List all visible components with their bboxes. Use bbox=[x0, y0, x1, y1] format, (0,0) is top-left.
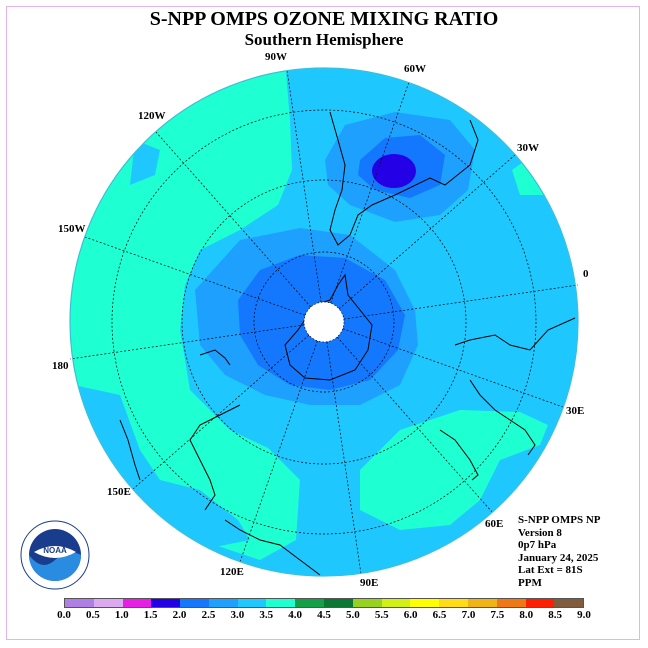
info-date: January 24, 2025 bbox=[518, 551, 599, 564]
colorbar-tick-label: 2.0 bbox=[172, 609, 187, 621]
colorbar-segment bbox=[410, 599, 440, 607]
lon-label: 0 bbox=[583, 268, 589, 280]
colorbar-segment bbox=[180, 599, 209, 607]
colorbar-segment bbox=[381, 599, 411, 607]
info-version: Version 8 bbox=[518, 526, 562, 539]
page-frame bbox=[6, 6, 640, 640]
noaa-logo-text: NOAA bbox=[43, 546, 67, 555]
colorbar-tick-label: 0.5 bbox=[86, 609, 100, 621]
lon-label: 60W bbox=[404, 63, 426, 75]
lon-label: 150E bbox=[107, 486, 131, 498]
coastlines bbox=[119, 111, 576, 576]
graticule bbox=[69, 69, 579, 575]
colorbar-segment bbox=[467, 599, 497, 607]
colorbar-segment bbox=[496, 599, 526, 607]
map-border bbox=[69, 67, 579, 577]
info-level: 0p7 hPa bbox=[518, 539, 557, 551]
colorbar-tick-label: 0.0 bbox=[57, 609, 71, 621]
colorbar-segment bbox=[151, 599, 181, 607]
colorbar-tick-label: 4.5 bbox=[317, 609, 331, 621]
colorbar-segment bbox=[122, 599, 152, 607]
colorbar-tick-label: 8.5 bbox=[548, 609, 562, 621]
colorbar-tick-label: 9.0 bbox=[577, 609, 591, 621]
colorbar-tick-label: 6.0 bbox=[403, 609, 418, 621]
colorbar-tick-label: 1.5 bbox=[143, 609, 158, 621]
colorbar-segment bbox=[93, 599, 123, 607]
colorbar-tick-label: 2.5 bbox=[201, 609, 216, 621]
colorbar-tick-label: 5.5 bbox=[374, 609, 389, 621]
colorbar-tick-label: 5.0 bbox=[346, 609, 360, 621]
colorbar-tick-label: 4.0 bbox=[288, 609, 302, 621]
colorbar-segment bbox=[266, 599, 296, 607]
lon-label: 180 bbox=[52, 360, 69, 372]
info-lat-ext: Lat Ext = 81S bbox=[518, 564, 583, 576]
map-title: S-NPP OMPS OZONE MIXING RATIO bbox=[149, 8, 499, 30]
colorbar-tick-label: 6.5 bbox=[432, 609, 447, 621]
colorbar bbox=[64, 598, 584, 608]
lon-label: 120E bbox=[220, 566, 244, 578]
info-block: S-NPP OMPS NP Version 8 0p7 hPa January … bbox=[518, 514, 601, 589]
colorbar-segment bbox=[525, 599, 555, 607]
lon-label: 30E bbox=[566, 405, 585, 417]
info-instrument: S-NPP OMPS NP bbox=[518, 514, 601, 526]
colorbar-tick-label: 7.0 bbox=[461, 609, 476, 621]
colorbar-segment bbox=[237, 599, 267, 607]
lon-label: 30W bbox=[517, 142, 539, 154]
colorbar-tick-label: 7.5 bbox=[490, 609, 505, 621]
lon-label: 60E bbox=[485, 518, 504, 530]
colorbar-segment bbox=[65, 599, 94, 607]
colorbar-tick-label: 3.0 bbox=[230, 609, 245, 621]
info-units: PPM bbox=[518, 576, 542, 589]
noaa-logo: NOAA bbox=[20, 520, 90, 590]
colorbar-segment bbox=[208, 599, 238, 607]
colorbar-tick-label: 8.0 bbox=[519, 609, 534, 621]
colorbar-tick-label: 1.0 bbox=[114, 609, 129, 621]
colorbar-segment bbox=[554, 599, 584, 607]
colorbar-segment bbox=[439, 599, 468, 607]
map-subtitle: Southern Hemisphere bbox=[244, 30, 404, 49]
lon-label: 150W bbox=[58, 223, 86, 235]
lon-label: 90W bbox=[265, 51, 287, 63]
colorbar-segment bbox=[295, 599, 325, 607]
colorbar-segment bbox=[352, 599, 382, 607]
polar-gap bbox=[304, 302, 344, 342]
lon-label: 120W bbox=[138, 110, 166, 122]
colorbar-segment bbox=[324, 599, 353, 607]
lon-label: 90E bbox=[360, 577, 379, 589]
colorbar-tick-label: 3.5 bbox=[259, 609, 274, 621]
